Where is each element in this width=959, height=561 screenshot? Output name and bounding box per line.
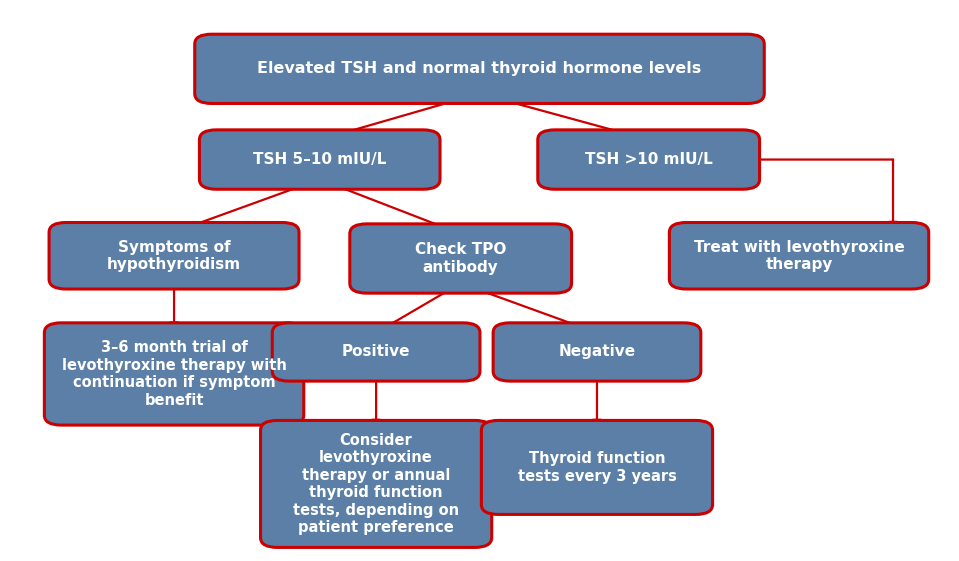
Text: TSH >10 mIU/L: TSH >10 mIU/L: [585, 152, 713, 167]
Text: Treat with levothyroxine
therapy: Treat with levothyroxine therapy: [693, 240, 904, 272]
FancyBboxPatch shape: [199, 130, 440, 189]
Text: Negative: Negative: [558, 344, 636, 360]
FancyBboxPatch shape: [44, 323, 304, 425]
FancyBboxPatch shape: [49, 223, 299, 289]
Text: TSH 5–10 mIU/L: TSH 5–10 mIU/L: [253, 152, 386, 167]
FancyBboxPatch shape: [538, 130, 760, 189]
Text: Thyroid function
tests every 3 years: Thyroid function tests every 3 years: [518, 451, 676, 484]
FancyBboxPatch shape: [195, 34, 764, 103]
Text: 3–6 month trial of
levothyroxine therapy with
continuation if symptom
benefit: 3–6 month trial of levothyroxine therapy…: [61, 341, 287, 407]
Text: Positive: Positive: [341, 344, 410, 360]
Text: Symptoms of
hypothyroidism: Symptoms of hypothyroidism: [107, 240, 241, 272]
FancyBboxPatch shape: [272, 323, 480, 381]
Text: Elevated TSH and normal thyroid hormone levels: Elevated TSH and normal thyroid hormone …: [257, 61, 702, 76]
FancyBboxPatch shape: [350, 224, 572, 293]
FancyBboxPatch shape: [669, 223, 928, 289]
FancyBboxPatch shape: [493, 323, 701, 381]
Text: Check TPO
antibody: Check TPO antibody: [415, 242, 506, 275]
FancyBboxPatch shape: [481, 420, 713, 514]
FancyBboxPatch shape: [261, 420, 492, 548]
Text: Consider
levothyroxine
therapy or annual
thyroid function
tests, depending on
pa: Consider levothyroxine therapy or annual…: [293, 433, 459, 535]
